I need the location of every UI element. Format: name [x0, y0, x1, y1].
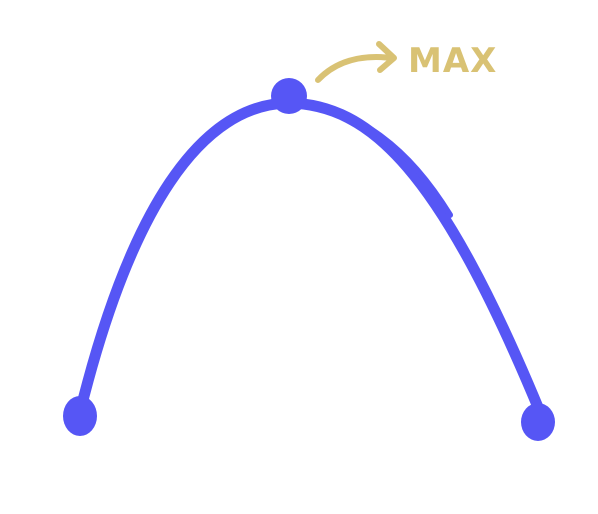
arch-curve: [80, 103, 540, 412]
max-label: MAX: [408, 41, 497, 81]
left-endpoint-dot: [63, 396, 97, 436]
right-endpoint-dot: [521, 403, 555, 441]
peak-point-dot: [271, 78, 307, 114]
